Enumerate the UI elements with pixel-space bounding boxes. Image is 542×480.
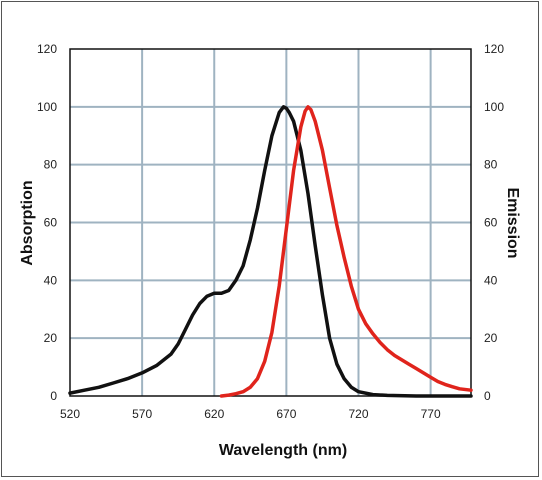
- x-tick-label: 620: [204, 407, 224, 421]
- x-tick-label: 720: [348, 407, 368, 421]
- y-tick-label-left: 20: [44, 331, 58, 345]
- x-axis-label: Wavelength (nm): [219, 442, 347, 459]
- y-tick-label-right: 20: [484, 331, 498, 345]
- y-axis-label-right: Emission: [504, 187, 521, 258]
- x-tick-label: 670: [276, 407, 296, 421]
- y-tick-label-right: 0: [484, 389, 491, 403]
- x-tick-label: 570: [132, 407, 152, 421]
- tick-labels: 520 570 620 670 720 770 0 0 20 20 40 40 60 60 80 80 100 1…: [37, 42, 504, 421]
- x-tick-label: 770: [421, 407, 441, 421]
- x-tick-label: 520: [60, 407, 80, 421]
- y-tick-label-left: 60: [44, 216, 58, 230]
- y-tick-label-right: 40: [484, 273, 498, 287]
- y-tick-label-right: 60: [484, 216, 498, 230]
- absorption-series-line: [68, 105, 473, 398]
- y-tick-label-right: 100: [484, 100, 504, 114]
- y-tick-label-left: 40: [44, 273, 58, 287]
- plot-area-border: [69, 48, 472, 397]
- y-tick-label-left: 100: [37, 100, 57, 114]
- y-tick-label-right: 120: [484, 42, 504, 56]
- series-layer: [68, 105, 473, 398]
- y-tick-label-left: 80: [44, 158, 58, 172]
- y-tick-label-left: 0: [50, 389, 57, 403]
- grid: [70, 49, 471, 396]
- y-tick-label-right: 80: [484, 158, 498, 172]
- y-tick-label-left: 120: [37, 42, 57, 56]
- emission-series-line: [219, 105, 473, 398]
- y-axis-label-left: Absorption: [19, 180, 36, 265]
